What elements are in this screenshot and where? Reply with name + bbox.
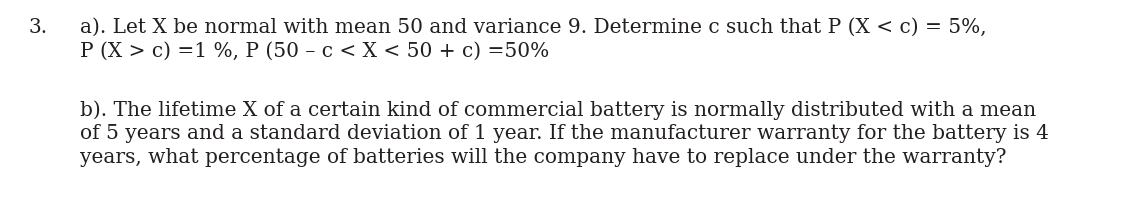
Text: P (X > c) =1 %, P (50 – c < X < 50 + c) =50%: P (X > c) =1 %, P (50 – c < X < 50 + c) … [80,42,549,61]
Text: b). The lifetime X of a certain kind of commercial battery is normally distribut: b). The lifetime X of a certain kind of … [80,100,1036,120]
Text: years, what percentage of batteries will the company have to replace under the w: years, what percentage of batteries will… [80,148,1006,167]
Text: of 5 years and a standard deviation of 1 year. If the manufacturer warranty for : of 5 years and a standard deviation of 1… [80,124,1049,143]
Text: 3.: 3. [29,18,47,37]
Text: a). Let X be normal with mean 50 and variance 9. Determine c such that P (X < c): a). Let X be normal with mean 50 and var… [80,18,987,37]
